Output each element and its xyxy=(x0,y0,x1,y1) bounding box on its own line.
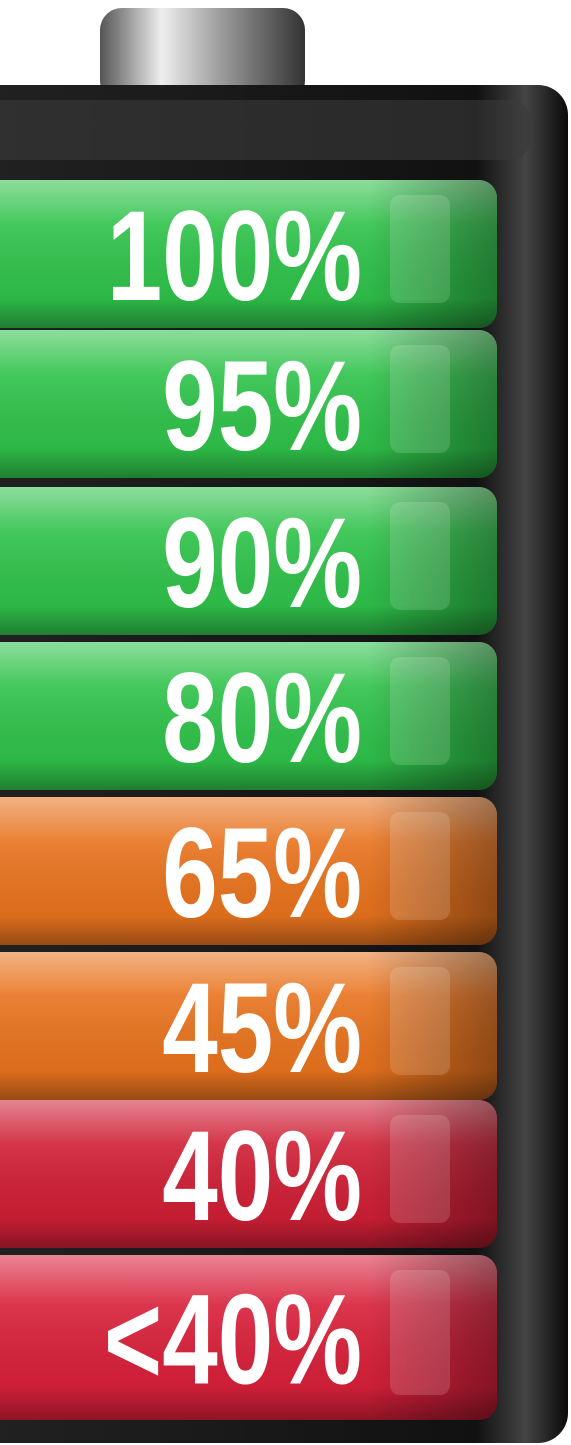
battery-rim xyxy=(0,100,530,160)
segment-label: 45% xyxy=(162,957,362,1100)
segment-label: 95% xyxy=(162,335,362,478)
battery-illustration: 100%95%90%80%65%45%40% <40% xyxy=(0,0,571,1445)
segment-highlight xyxy=(390,967,450,1075)
segment-highlight xyxy=(390,1270,450,1395)
segment-highlight xyxy=(390,1115,450,1223)
segment-label: 65% xyxy=(162,802,362,945)
segment-label: 100% xyxy=(107,185,362,328)
segment-highlight xyxy=(390,657,450,765)
segment-label: 80% xyxy=(162,647,362,790)
segment-label: 40% xyxy=(162,1105,362,1248)
segment-highlight xyxy=(390,812,450,920)
segment-highlight xyxy=(390,502,450,610)
segment-label: <40% xyxy=(104,1269,362,1412)
segment-label: 90% xyxy=(162,492,362,635)
segment-highlight xyxy=(390,195,450,303)
segment-highlight xyxy=(390,345,450,453)
